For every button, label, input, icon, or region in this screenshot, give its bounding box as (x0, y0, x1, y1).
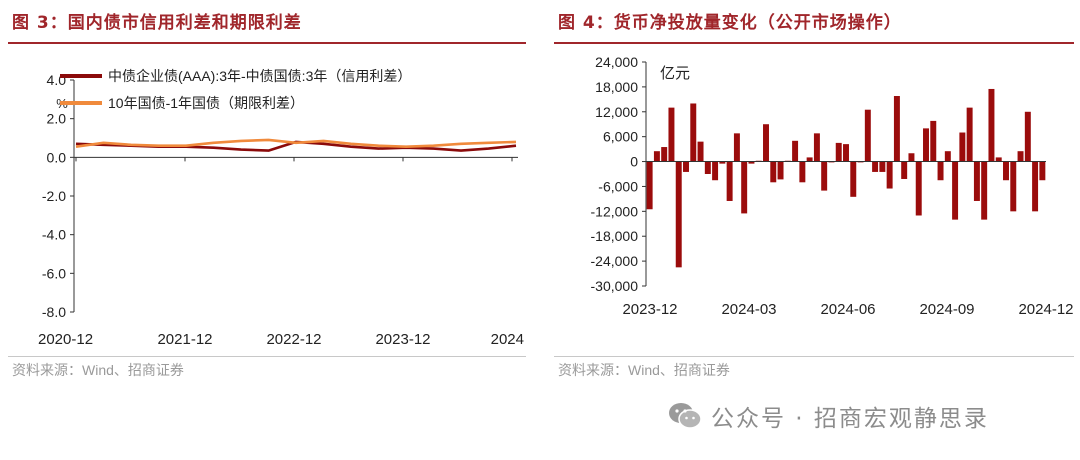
y-tick-label: -30,000 (591, 278, 639, 294)
x-tick-label: 2024-03 (721, 301, 776, 318)
y-tick-label: 0 (630, 154, 638, 170)
bar (973, 161, 980, 201)
y-tick-label: 12,000 (595, 104, 638, 120)
bar (806, 157, 813, 162)
x-tick-label: 2021-12 (157, 331, 212, 348)
bar (850, 161, 857, 197)
bar (1039, 161, 1046, 181)
bar (712, 161, 719, 181)
x-tick-label: 2024-06 (820, 301, 875, 318)
bar-chart: 24,000 18,000 12,000 6,000 0 -6,000 -12,000 -18… (591, 54, 1074, 318)
bar (748, 161, 755, 164)
bar (792, 140, 799, 162)
bar (893, 96, 900, 162)
bar (937, 161, 944, 181)
bar (799, 161, 806, 183)
x-tick-label: 2022-12 (266, 331, 321, 348)
y-tick-label: 2.0 (47, 111, 67, 127)
x-tick-label: 2024 (491, 331, 524, 348)
bar (872, 161, 879, 172)
bar (944, 151, 951, 162)
legend-label-2: 10年国债-1年国债（期限利差） (108, 95, 304, 111)
left-source-note: 资料来源：Wind、招商证券 (12, 362, 184, 378)
bar (864, 109, 871, 162)
watermark: 公众号 · 招商宏观静思录 (667, 398, 989, 434)
bar (966, 107, 973, 162)
right-figure-title: 图 4：货币净投放量变化（公开市场操作） (558, 13, 902, 33)
x-tick-label: 2023-12 (622, 301, 677, 318)
bar (1003, 161, 1009, 181)
bar (1010, 161, 1017, 212)
bar (952, 161, 959, 220)
bar (930, 120, 937, 162)
bar (690, 103, 697, 162)
bar (835, 142, 842, 162)
bar (988, 88, 995, 162)
y-unit-label: 亿元 (660, 65, 690, 82)
bar (981, 161, 988, 220)
bar (1032, 161, 1039, 212)
y-tick-label: 0.0 (47, 149, 67, 165)
legend-label-1: 中债企业债(AAA):3年-中债国债:3年（信用利差） (108, 68, 411, 84)
x-tick-label: 2020-12 (38, 331, 93, 348)
bar (653, 151, 660, 162)
bar (733, 133, 740, 162)
right-title-rule (554, 42, 1074, 44)
bar (813, 133, 820, 162)
bar (908, 153, 915, 162)
bar (959, 132, 966, 162)
y-tick-label: -8.0 (42, 304, 66, 320)
series-line-2 (75, 138, 517, 148)
bar (923, 128, 929, 162)
bar (995, 157, 1002, 162)
y-tick-label: -12,000 (591, 203, 639, 219)
x-tick-label: 2024-12 (1018, 301, 1073, 318)
bar (697, 141, 704, 162)
bar (741, 161, 748, 214)
left-source-rule (8, 356, 526, 357)
bar (777, 161, 784, 180)
bar (763, 124, 769, 162)
bar (915, 161, 922, 216)
y-tick-label: -2.0 (42, 188, 66, 204)
left-title-rule (8, 42, 526, 44)
right-source-note: 资料来源：Wind、招商证券 (558, 362, 730, 378)
y-tick-label: -6.0 (42, 265, 66, 281)
bar (675, 161, 682, 268)
y-tick-label: -18,000 (591, 228, 639, 244)
bar (843, 144, 849, 162)
x-tick-label: 2023-12 (375, 331, 430, 348)
bar (726, 161, 733, 201)
bar (668, 107, 675, 162)
bar (821, 161, 828, 191)
bar (661, 147, 668, 162)
bar (879, 161, 886, 172)
bar (1017, 151, 1024, 162)
bar (704, 161, 711, 174)
bar (646, 161, 653, 210)
bar (683, 161, 689, 172)
y-tick-label: 24,000 (595, 54, 638, 70)
y-tick-label: 6,000 (603, 129, 638, 145)
bar (886, 161, 893, 189)
right-source-rule (554, 356, 1074, 357)
y-tick-label: 18,000 (595, 79, 638, 95)
bar (1024, 111, 1031, 162)
y-tick-label: -6,000 (598, 178, 638, 194)
bar (719, 161, 726, 164)
x-tick-label: 2024-09 (919, 301, 974, 318)
watermark-text: 公众号 · 招商宏观静思录 (711, 406, 989, 432)
y-tick-label: -4.0 (42, 227, 66, 243)
left-figure-title: 图 3：国内债市信用利差和期限利差 (12, 13, 302, 33)
bar (901, 161, 908, 179)
bar (770, 161, 777, 183)
y-tick-label: -24,000 (591, 253, 639, 269)
wechat-icon (669, 403, 702, 429)
